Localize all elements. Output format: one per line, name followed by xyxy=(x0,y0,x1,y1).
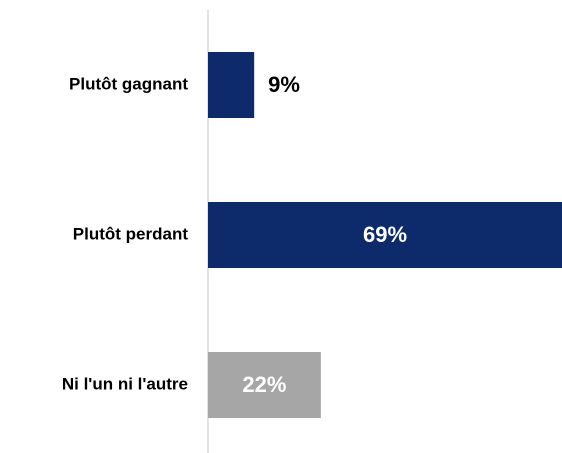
category-label: Ni l'un ni l'autre xyxy=(62,374,188,393)
bar xyxy=(208,352,321,418)
value-label: 22% xyxy=(242,372,286,397)
value-label: 9% xyxy=(268,72,300,97)
value-label: 69% xyxy=(363,222,407,247)
bar xyxy=(208,52,255,118)
category-label: Plutôt perdant xyxy=(73,224,189,243)
category-label: Plutôt gagnant xyxy=(69,74,188,93)
bar xyxy=(208,202,562,268)
